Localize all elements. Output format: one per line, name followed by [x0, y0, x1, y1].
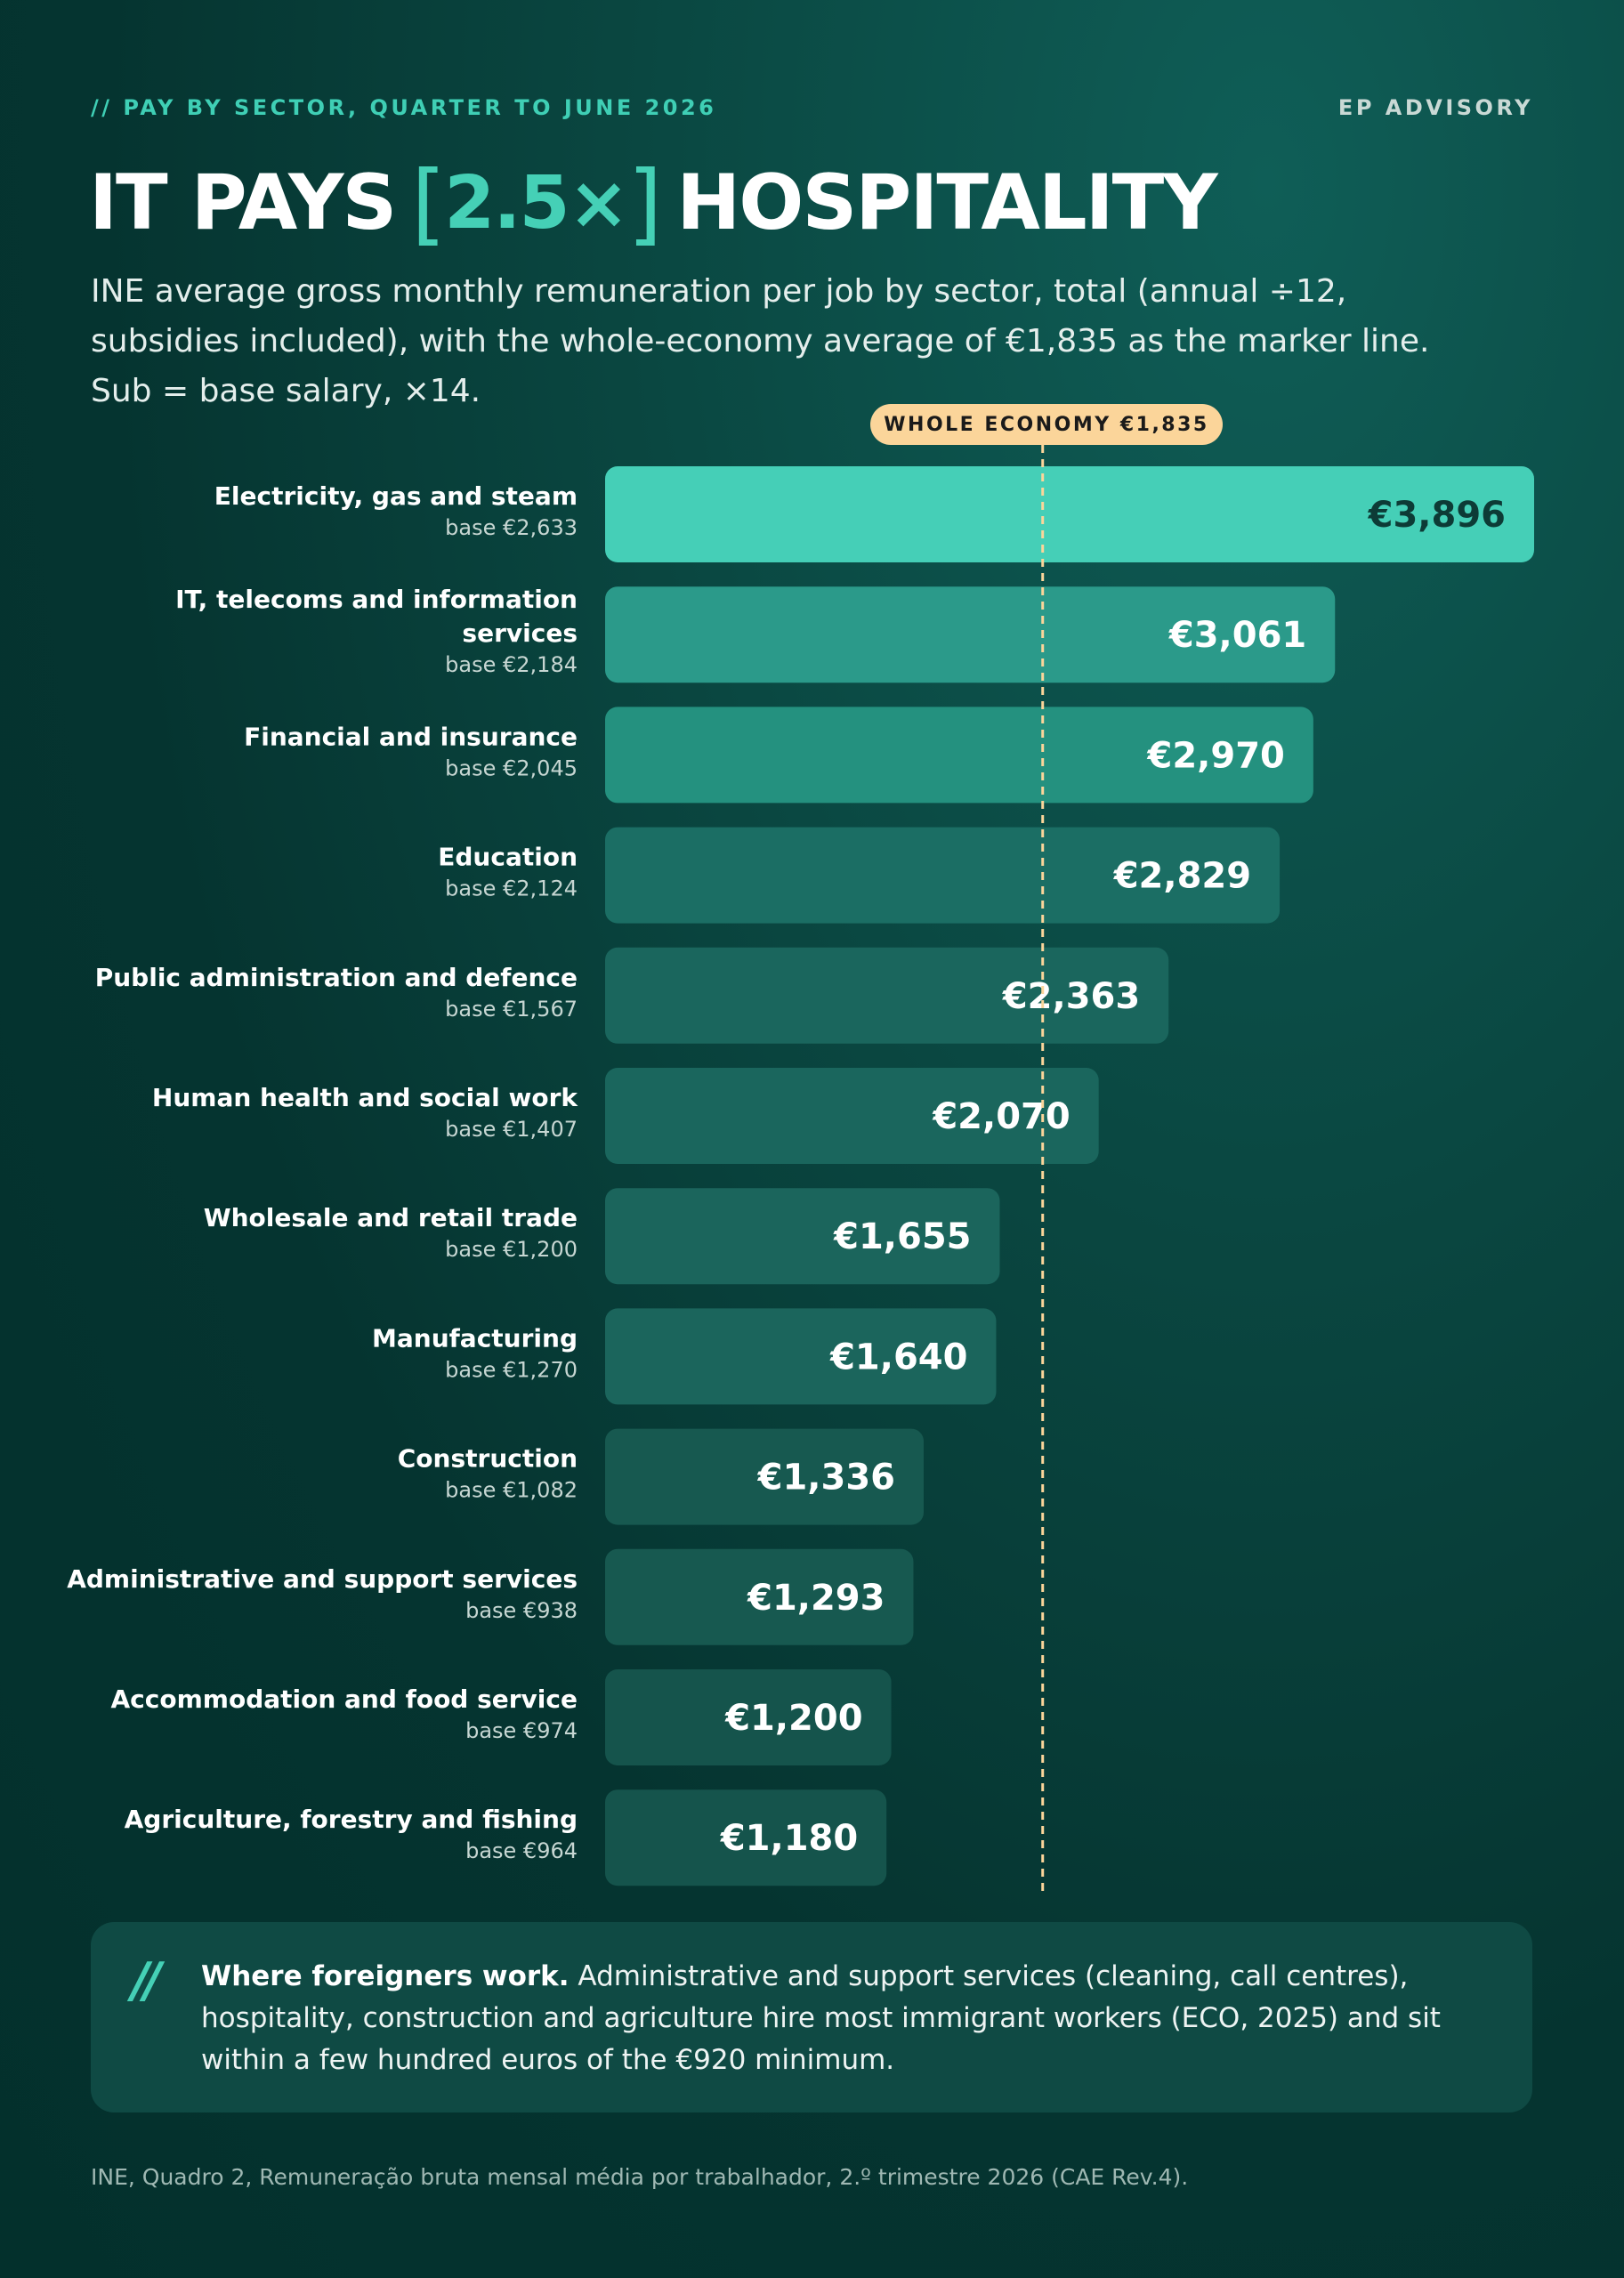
category-label: Wholesale and retail trade	[204, 1203, 578, 1232]
category-label: Public administration and defence	[95, 963, 578, 992]
note-lead: Where foreigners work.	[201, 1960, 570, 1992]
bar	[605, 1428, 925, 1525]
bar-value-label: €2,070	[932, 1096, 1070, 1137]
base-salary-label: base €2,184	[445, 652, 578, 677]
category-label: Education	[438, 843, 578, 872]
headline-bracket-close: ]	[627, 150, 662, 255]
subtitle-line-2: subsidies included), with the whole-econ…	[91, 323, 1430, 359]
category-label: Electricity, gas and steam	[214, 481, 578, 511]
category-label: Financial and insurance	[244, 722, 578, 751]
bar	[605, 1068, 1099, 1164]
note-callout: // Where foreigners work. Administrative…	[91, 1922, 1532, 2112]
bar-value-label: €1,640	[829, 1337, 967, 1377]
bar	[605, 1548, 914, 1645]
base-salary-label: base €1,200	[445, 1237, 578, 1262]
quote-slashes-icon: //	[132, 1952, 162, 2008]
bar	[605, 1789, 887, 1886]
headline-after: HOSPITALITY	[676, 158, 1217, 247]
bar-value-label: €2,363	[1002, 976, 1140, 1017]
bar	[605, 1669, 892, 1765]
bar-value-label: €1,336	[757, 1458, 895, 1498]
headline: IT PAYS [ 2.5× ] HOSPITALITY	[89, 149, 1218, 256]
category-label: Construction	[398, 1444, 578, 1474]
base-salary-label: base €1,082	[445, 1478, 578, 1503]
bar-value-label: €1,293	[747, 1578, 885, 1619]
bar-value-label: €3,061	[1168, 615, 1306, 656]
base-salary-label: base €1,407	[445, 1117, 578, 1142]
category-label: Human health and social work	[152, 1083, 578, 1112]
category-label: Agriculture, forestry and fishing	[125, 1805, 578, 1834]
category-label: IT, telecoms and information	[175, 585, 578, 614]
bar-value-label: €1,180	[720, 1818, 858, 1859]
bar-value-label: €2,829	[1113, 856, 1251, 897]
note-body: Administrative and support services (cle…	[201, 1960, 1441, 2076]
bar	[605, 947, 1169, 1044]
headline-highlight: [ 2.5× ]	[411, 150, 662, 255]
reference-label: WHOLE ECONOMY €1,835	[870, 404, 1223, 445]
base-salary-label: base €974	[465, 1718, 578, 1743]
top-line: // PAY BY SECTOR, QUARTER TO JUNE 2026 E…	[91, 93, 1533, 123]
category-label: Administrative and support services	[67, 1564, 578, 1594]
base-salary-label: base €938	[465, 1598, 578, 1623]
subtitle-line-1: INE average gross monthly remuneration p…	[91, 273, 1347, 310]
brand-logo-text: EP ADVISORY	[1337, 95, 1533, 120]
bar	[605, 586, 1336, 683]
bar-value-label: €3,896	[1368, 495, 1506, 536]
base-salary-label: base €2,633	[445, 515, 578, 540]
bar	[605, 1308, 997, 1405]
base-salary-label: base €2,045	[445, 755, 578, 780]
base-salary-label: base €1,567	[445, 997, 578, 1022]
kicker: // PAY BY SECTOR, QUARTER TO JUNE 2026	[91, 95, 717, 120]
bar	[605, 1188, 1000, 1285]
bar-value-label: €1,200	[724, 1698, 862, 1739]
base-salary-label: base €1,270	[445, 1357, 578, 1382]
category-label: Accommodation and food service	[111, 1684, 578, 1714]
base-salary-label: base €964	[465, 1838, 578, 1863]
category-label: Manufacturing	[372, 1323, 578, 1353]
category-label: services	[462, 618, 578, 648]
source-note: INE, Quadro 2, Remuneração bruta mensal …	[91, 2164, 1189, 2190]
bar	[605, 707, 1313, 804]
bar	[605, 466, 1534, 562]
bar	[605, 827, 1281, 924]
base-salary-label: base €2,124	[445, 876, 578, 901]
headline-bracket-open: [	[411, 150, 446, 255]
bar-value-label: €1,655	[833, 1216, 971, 1257]
bar-value-label: €2,970	[1147, 735, 1285, 776]
subtitle-line-3: Sub = base salary, ×14.	[91, 373, 481, 409]
note-text: Where foreigners work. Administrative an…	[201, 1956, 1500, 2081]
subtitle: INE average gross monthly remuneration p…	[91, 267, 1515, 416]
headline-multiplier: 2.5×	[444, 160, 629, 246]
headline-before: IT PAYS	[89, 158, 397, 247]
